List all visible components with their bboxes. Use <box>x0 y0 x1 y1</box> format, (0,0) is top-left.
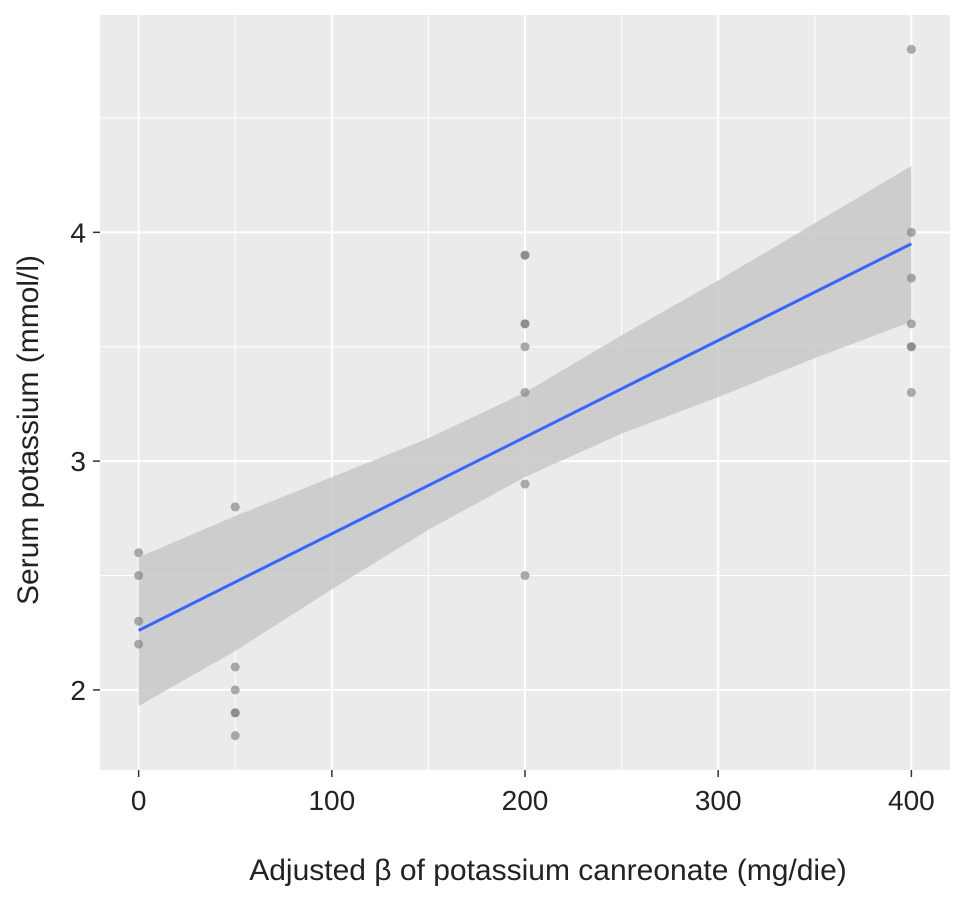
data-point <box>906 319 916 329</box>
data-point <box>520 250 530 260</box>
data-point <box>520 319 530 329</box>
data-point <box>906 388 916 397</box>
regression-line-layer <box>137 242 913 632</box>
data-point <box>134 616 144 626</box>
data-point <box>134 639 144 649</box>
y-axis-label: Serum potassium (mmol/l) <box>12 255 45 605</box>
data-point <box>906 342 916 352</box>
y-axis: 2 3 4 <box>70 217 100 706</box>
data-point <box>230 708 240 718</box>
data-point <box>520 342 530 352</box>
data-point <box>520 479 530 489</box>
x-tick-label: 0 <box>131 785 147 816</box>
data-point <box>906 273 916 283</box>
y-tick-label: 2 <box>70 675 86 706</box>
y-tick-label: 3 <box>70 446 86 477</box>
x-axis: 0 100 200 300 400 <box>131 770 935 816</box>
x-tick-label: 200 <box>502 785 549 816</box>
data-point <box>520 388 530 397</box>
data-point <box>134 548 144 558</box>
regression-line <box>137 242 913 632</box>
data-point <box>230 662 240 672</box>
x-axis-label: Adjusted β of potassium canreonate (mg/d… <box>249 854 847 887</box>
data-points <box>134 44 916 741</box>
x-tick-label: 400 <box>888 785 935 816</box>
data-point <box>230 502 240 512</box>
data-point <box>906 44 916 54</box>
y-tick-label: 4 <box>70 217 86 248</box>
data-point <box>134 571 144 581</box>
data-point <box>906 227 916 237</box>
data-point <box>230 731 240 741</box>
data-point <box>520 571 530 581</box>
data-point <box>230 685 240 695</box>
x-tick-label: 100 <box>308 785 355 816</box>
x-tick-label: 300 <box>695 785 742 816</box>
